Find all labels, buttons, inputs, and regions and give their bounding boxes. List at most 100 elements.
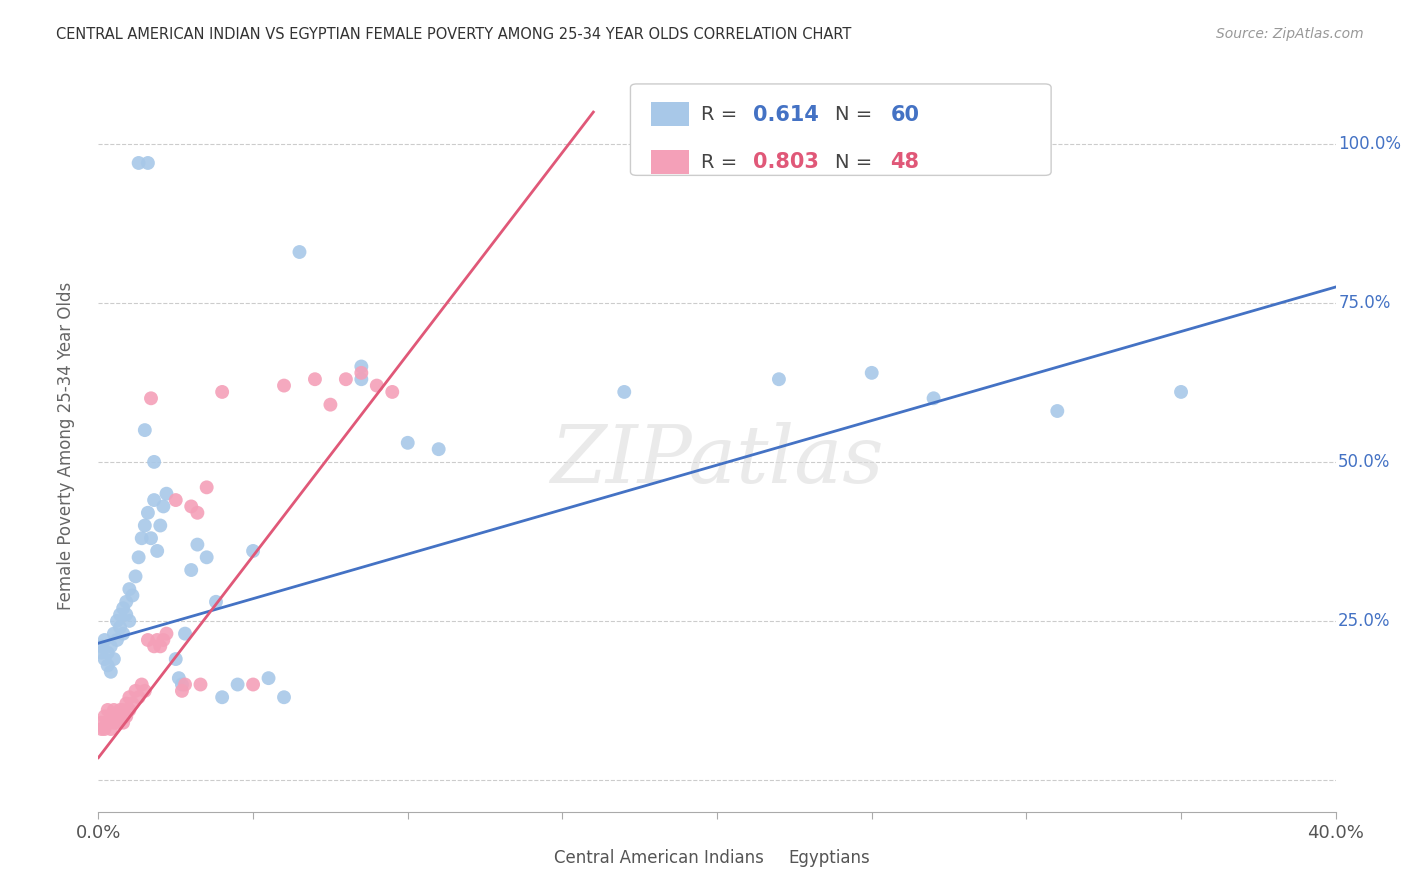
Point (143, 640, 166, 654)
Text: Central American Indians: Central American Indians (554, 849, 763, 867)
Text: N =: N = (835, 153, 879, 171)
Point (350, 359, 373, 374)
Point (105, 632, 128, 647)
Point (105, 715, 128, 730)
Point (366, 378, 388, 392)
Point (112, 703, 135, 717)
Point (97, 658, 120, 673)
Point (90, 715, 112, 730)
Point (128, 690, 150, 705)
Point (273, 378, 295, 392)
Point (257, 671, 280, 685)
Point (105, 614, 128, 628)
Point (112, 601, 135, 615)
FancyBboxPatch shape (651, 150, 689, 174)
Point (396, 435, 419, 450)
Point (124, 569, 146, 583)
Point (180, 563, 202, 577)
Point (381, 384, 404, 399)
Point (93, 632, 115, 647)
Point (115, 607, 138, 622)
Text: Source: ZipAtlas.com: Source: ZipAtlas.com (1216, 27, 1364, 41)
Point (121, 589, 143, 603)
Point (112, 715, 135, 730)
Point (288, 245, 311, 260)
Point (103, 652, 125, 666)
Point (93, 709, 115, 723)
Point (108, 703, 131, 717)
Text: Egyptians: Egyptians (789, 849, 870, 867)
Point (103, 626, 125, 640)
FancyBboxPatch shape (651, 103, 689, 127)
Point (205, 595, 228, 609)
Point (124, 684, 146, 698)
Text: 100.0%: 100.0% (1339, 135, 1402, 153)
Point (100, 665, 122, 679)
Point (97, 646, 120, 660)
Point (922, 392, 945, 406)
Point (149, 518, 172, 533)
Point (121, 697, 143, 711)
Point (100, 722, 122, 736)
FancyBboxPatch shape (519, 847, 547, 868)
Point (100, 640, 122, 654)
Point (146, 632, 169, 647)
Point (136, 506, 159, 520)
Point (350, 372, 373, 386)
Point (149, 640, 172, 654)
Point (1170, 384, 1192, 399)
Point (167, 671, 190, 685)
FancyBboxPatch shape (754, 847, 782, 868)
Point (211, 384, 233, 399)
Point (180, 500, 202, 514)
Text: ZIPatlas: ZIPatlas (550, 422, 884, 500)
Text: 75.0%: 75.0% (1339, 293, 1391, 312)
Point (304, 372, 326, 386)
Point (136, 632, 159, 647)
Point (768, 372, 790, 386)
Point (186, 506, 208, 520)
Text: R =: R = (702, 153, 744, 171)
Point (242, 544, 264, 558)
Point (211, 690, 233, 705)
Point (118, 582, 141, 596)
Text: N =: N = (835, 105, 879, 124)
Point (195, 480, 218, 494)
Point (90, 640, 112, 654)
Point (146, 544, 169, 558)
Text: 48: 48 (890, 153, 920, 172)
Point (152, 500, 174, 514)
Point (139, 531, 162, 545)
Point (139, 392, 162, 406)
Point (155, 626, 177, 640)
Point (165, 652, 187, 666)
Point (226, 677, 249, 691)
Point (165, 493, 187, 508)
Text: CENTRAL AMERICAN INDIAN VS EGYPTIAN FEMALE POVERTY AMONG 25-34 YEAR OLDS CORRELA: CENTRAL AMERICAN INDIAN VS EGYPTIAN FEMA… (56, 27, 852, 42)
Point (613, 384, 636, 399)
Point (190, 677, 212, 691)
Point (90, 646, 112, 660)
Point (112, 626, 135, 640)
Point (134, 684, 156, 698)
Point (273, 690, 295, 705)
Point (134, 518, 156, 533)
Point (97, 715, 120, 730)
Point (143, 455, 166, 469)
Point (170, 677, 193, 691)
Text: 60: 60 (890, 104, 920, 125)
Point (103, 715, 125, 730)
Point (350, 366, 373, 380)
Point (108, 607, 131, 622)
Point (115, 697, 138, 711)
Point (93, 652, 115, 666)
Point (860, 366, 883, 380)
Point (93, 722, 115, 736)
Point (97, 703, 120, 717)
FancyBboxPatch shape (630, 84, 1052, 176)
Point (427, 442, 450, 457)
Point (118, 690, 141, 705)
Point (100, 709, 122, 723)
Point (136, 156, 159, 170)
Point (128, 550, 150, 565)
